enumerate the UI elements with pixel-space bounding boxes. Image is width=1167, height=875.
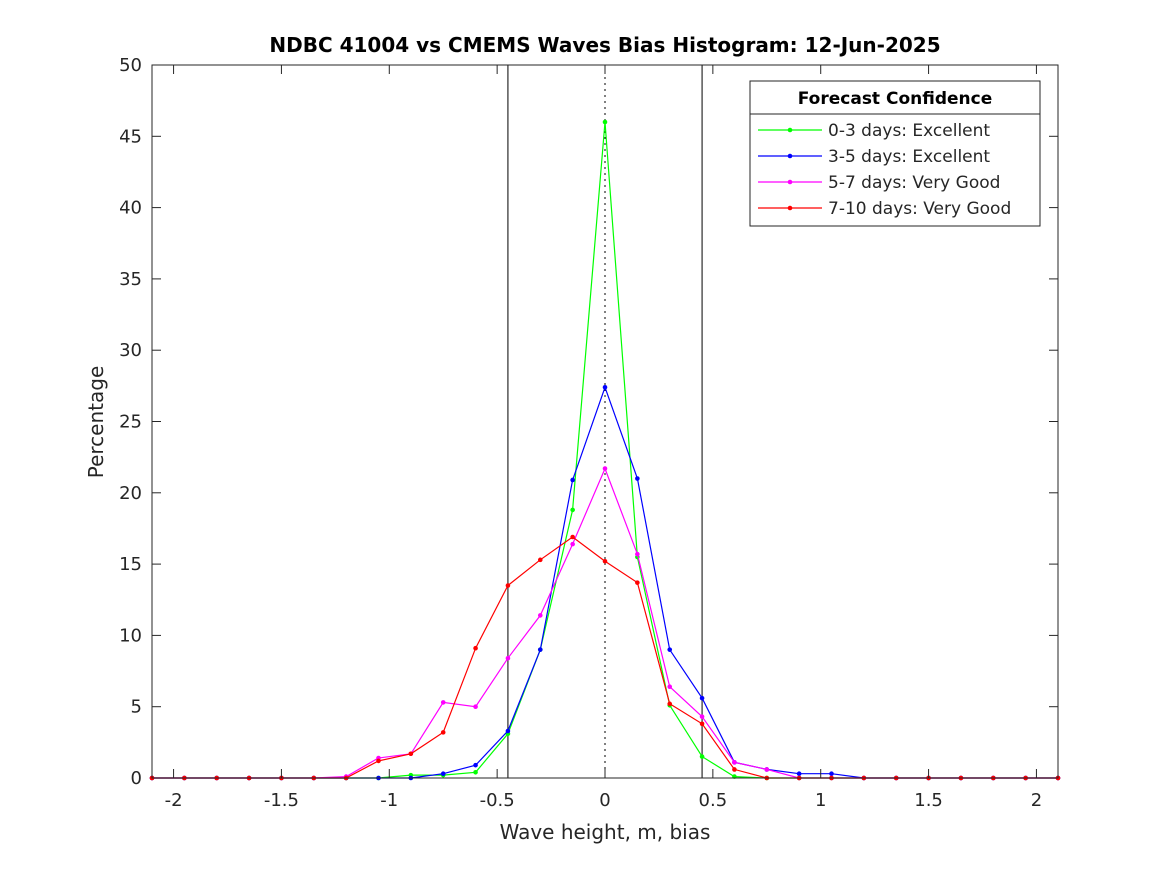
legend-label: 5-7 days: Very Good bbox=[828, 173, 1000, 193]
data-point bbox=[473, 762, 478, 768]
data-point bbox=[570, 541, 575, 547]
legend-swatch-marker bbox=[787, 153, 793, 159]
data-point bbox=[376, 758, 381, 764]
x-axis: -2 -1.5 -1 -0.5 0 0.5 1 1.5 2 bbox=[165, 65, 1042, 811]
data-point bbox=[408, 751, 414, 757]
legend-label: 0-3 days: Excellent bbox=[828, 121, 990, 141]
data-point bbox=[667, 701, 673, 707]
data-point bbox=[699, 721, 705, 727]
legend-entry: 0-3 days: Excellent bbox=[758, 121, 990, 141]
legend-swatch-marker bbox=[787, 205, 793, 211]
x-tick-label: -1.5 bbox=[264, 790, 299, 811]
y-tick-label: 35 bbox=[119, 269, 142, 290]
data-point bbox=[570, 507, 575, 513]
data-point bbox=[602, 384, 608, 390]
data-point bbox=[635, 580, 640, 585]
data-point bbox=[473, 769, 478, 775]
legend-label: 7-10 days: Very Good bbox=[828, 199, 1011, 219]
x-tick-label: -0.5 bbox=[480, 790, 515, 811]
legend-swatch-marker bbox=[787, 127, 793, 133]
data-point bbox=[537, 613, 543, 618]
data-point bbox=[699, 714, 705, 719]
chart-title: NDBC 41004 vs CMEMS Waves Bias Histogram… bbox=[269, 33, 940, 57]
data-point bbox=[732, 760, 737, 765]
data-point bbox=[602, 119, 608, 125]
data-point bbox=[570, 477, 575, 483]
data-point bbox=[440, 700, 446, 705]
x-tick-label: 0 bbox=[599, 790, 610, 811]
data-point bbox=[440, 771, 446, 777]
x-tick-label: 2 bbox=[1031, 790, 1042, 811]
legend-entry: 5-7 days: Very Good bbox=[758, 173, 1000, 193]
data-point bbox=[764, 767, 770, 772]
y-tick-label: 45 bbox=[119, 126, 142, 147]
y-tick-label: 50 bbox=[119, 55, 142, 76]
data-point bbox=[602, 558, 608, 564]
legend-label: 3-5 days: Excellent bbox=[828, 147, 990, 167]
data-point bbox=[570, 534, 575, 540]
x-tick-label: 1.5 bbox=[914, 790, 943, 811]
y-tick-label: 5 bbox=[131, 697, 142, 718]
x-tick-label: -2 bbox=[165, 790, 183, 811]
legend-entry: 7-10 days: Very Good bbox=[758, 199, 1011, 219]
data-point bbox=[796, 771, 802, 777]
legend-title: Forecast Confidence bbox=[798, 89, 993, 109]
data-point bbox=[537, 647, 543, 652]
x-tick-label: 1 bbox=[815, 790, 826, 811]
data-point bbox=[635, 476, 640, 481]
y-tick-label: 25 bbox=[119, 412, 142, 433]
y-tick-label: 0 bbox=[131, 768, 142, 789]
data-point bbox=[505, 583, 511, 588]
legend: Forecast Confidence 0-3 days: Excellent 3… bbox=[749, 80, 1041, 227]
data-point bbox=[667, 647, 673, 652]
x-axis-label: Wave height, m, bias bbox=[500, 820, 711, 844]
data-point bbox=[440, 730, 446, 735]
data-point bbox=[699, 754, 705, 759]
y-tick-label: 40 bbox=[119, 198, 142, 219]
y-tick-label: 15 bbox=[119, 554, 142, 575]
x-tick-label: 0.5 bbox=[699, 790, 728, 811]
data-point bbox=[667, 684, 673, 690]
y-tick-label: 10 bbox=[119, 625, 142, 646]
y-tick-label: 30 bbox=[119, 340, 142, 361]
data-point bbox=[537, 557, 543, 563]
x-tick-label: -1 bbox=[380, 790, 398, 811]
y-axis-label: Percentage bbox=[84, 366, 108, 479]
data-point bbox=[602, 466, 608, 471]
data-point bbox=[635, 551, 640, 557]
data-point bbox=[732, 767, 737, 772]
data-point bbox=[473, 704, 478, 709]
legend-entry: 3-5 days: Excellent bbox=[758, 147, 990, 167]
legend-swatch-marker bbox=[787, 179, 793, 185]
data-point bbox=[699, 695, 705, 701]
data-point bbox=[505, 728, 511, 734]
data-point bbox=[505, 655, 511, 661]
legend-entries: 0-3 days: Excellent 3-5 days: Excellent 5-… bbox=[758, 121, 1011, 219]
y-axis: 0 5 10 15 20 25 30 35 40 45 50 bbox=[119, 55, 1058, 789]
data-point bbox=[829, 771, 834, 777]
y-tick-label: 20 bbox=[119, 483, 142, 504]
legend-box bbox=[749, 80, 1041, 227]
data-point bbox=[473, 645, 478, 651]
